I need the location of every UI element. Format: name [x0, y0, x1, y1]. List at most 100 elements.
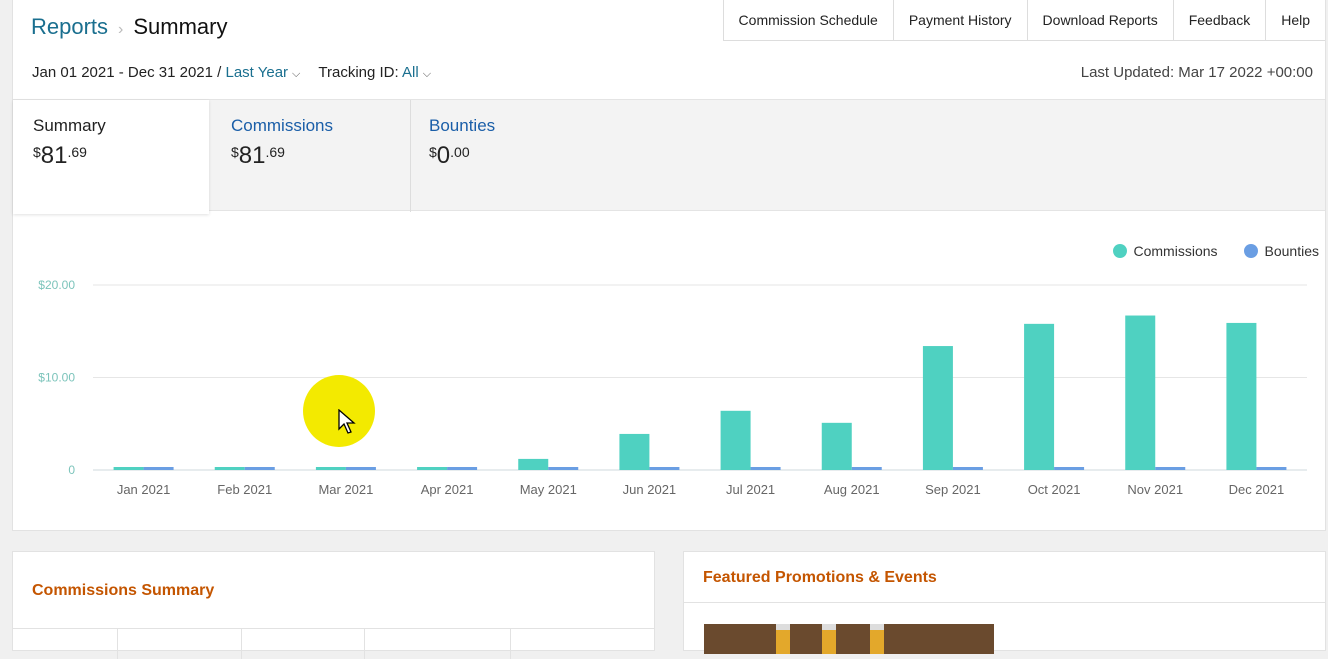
tab-bounties-label: Bounties [429, 116, 496, 135]
tracking-id-dropdown[interactable]: All [402, 64, 419, 81]
amount-cents: .00 [450, 144, 470, 160]
x-tick-label: Mar 2021 [318, 482, 373, 497]
amount-cents: .69 [265, 144, 285, 160]
bar-bounties-9[interactable] [1054, 467, 1085, 470]
bar-bounties-4[interactable] [548, 467, 579, 470]
bar-commissions-3[interactable] [417, 467, 448, 470]
table-col-divider [510, 629, 511, 659]
currency-symbol: $ [33, 144, 41, 160]
page-title: Summary [133, 14, 228, 39]
breadcrumb: Reports › Summary [31, 14, 228, 40]
x-tick-label: Jan 2021 [117, 482, 171, 497]
legend-label-commissions: Commissions [1133, 243, 1218, 259]
legend-item-commissions[interactable]: Commissions [1112, 243, 1218, 259]
chevron-down-icon[interactable]: ⌵ [422, 68, 432, 80]
bar-commissions-8[interactable] [922, 346, 953, 470]
x-tick-label: Nov 2021 [1127, 482, 1183, 497]
bar-commissions-0[interactable] [113, 467, 144, 470]
tab-bounties[interactable]: Bounties $0.00 [409, 100, 609, 212]
tracking-id-filter: Tracking ID: All ⌵ [318, 64, 431, 81]
y-tick-label: $20.00 [38, 278, 75, 292]
x-tick-label: Apr 2021 [421, 482, 474, 497]
filters-bar: Jan 01 2021 - Dec 31 2021 / Last Year ⌵ T… [32, 64, 431, 81]
summary-tabs: Summary $81.69 Commissions $81.69 Bounti… [13, 99, 1325, 214]
bar-commissions-11[interactable] [1226, 322, 1257, 470]
bar-commissions-9[interactable] [1024, 323, 1055, 470]
bar-bounties-8[interactable] [952, 467, 983, 470]
nav-payment-history[interactable]: Payment History [893, 0, 1028, 40]
x-tick-label: Aug 2021 [824, 482, 880, 497]
featured-promotions-heading: Featured Promotions & Events [703, 569, 937, 586]
bar-bounties-7[interactable] [851, 467, 882, 470]
bar-commissions-2[interactable] [315, 467, 346, 470]
legend-label-bounties: Bounties [1264, 243, 1319, 259]
bar-bounties-2[interactable] [345, 467, 376, 470]
x-tick-label: Jul 2021 [726, 482, 775, 497]
tab-divider [410, 100, 411, 212]
date-range-text: Jan 01 2021 - Dec 31 2021 [32, 64, 213, 81]
date-range-slash: / [217, 64, 226, 81]
bar-bounties-11[interactable] [1256, 467, 1287, 470]
commissions-summary-heading: Commissions Summary [32, 582, 215, 599]
amount-cents: .69 [67, 144, 87, 160]
tab-commissions[interactable]: Commissions $81.69 [211, 100, 409, 212]
commissions-summary-card: Commissions Summary [12, 551, 655, 659]
commissions-chart: Commissions Bounties 0 $10.00 $20.00 Jan 20… [13, 213, 1325, 523]
pencil-graphic [776, 624, 790, 654]
pencil-graphic [870, 624, 884, 654]
nav-commission-schedule[interactable]: Commission Schedule [723, 0, 894, 40]
tab-commissions-amount: $81.69 [231, 142, 389, 170]
commissions-summary-table-header [13, 628, 654, 659]
legend-dot-bounties [1243, 244, 1258, 258]
x-tick-label: May 2021 [520, 482, 577, 497]
bar-bounties-10[interactable] [1155, 467, 1186, 470]
amount-whole: 81 [40, 142, 68, 169]
legend-item-bounties[interactable]: Bounties [1243, 243, 1319, 259]
nav-download-reports[interactable]: Download Reports [1027, 0, 1174, 40]
y-tick-label: 0 [68, 463, 75, 477]
period-dropdown[interactable]: Last Year [225, 64, 289, 81]
date-range-filter: Jan 01 2021 - Dec 31 2021 / Last Year ⌵ [32, 64, 300, 81]
tab-summary-amount: $81.69 [33, 142, 189, 170]
pencil-graphic [822, 624, 836, 654]
x-tick-label: Oct 2021 [1028, 482, 1081, 497]
bar-commissions-6[interactable] [720, 410, 751, 470]
bar-commissions-7[interactable] [821, 422, 852, 470]
bar-bounties-6[interactable] [750, 467, 781, 470]
top-nav: Commission Schedule Payment History Down… [722, 0, 1325, 41]
currency-symbol: $ [429, 144, 437, 160]
bar-commissions-10[interactable] [1125, 315, 1156, 470]
featured-promotions-card: Featured Promotions & Events [683, 551, 1326, 654]
legend-dot-commissions [1112, 244, 1127, 258]
bar-bounties-5[interactable] [649, 467, 680, 470]
bar-commissions-4[interactable] [518, 458, 549, 470]
table-col-divider [241, 629, 242, 659]
bar-bounties-1[interactable] [244, 467, 275, 470]
table-col-divider [117, 629, 118, 659]
tracking-id-label: Tracking ID: [318, 64, 399, 81]
x-tick-label: Sep 2021 [925, 482, 981, 497]
bar-bounties-3[interactable] [447, 467, 478, 470]
divider [684, 602, 1325, 603]
nav-help[interactable]: Help [1266, 0, 1325, 40]
x-tick-label: Feb 2021 [217, 482, 272, 497]
amount-whole: 0 [436, 142, 451, 169]
mouse-cursor-icon [338, 409, 356, 434]
chart-plot: 0 $10.00 $20.00 Jan 2021 Feb 2021 Mar 2021 Apr… [38, 278, 1307, 497]
table-col-divider [364, 629, 365, 659]
bar-bounties-0[interactable] [143, 467, 174, 470]
bar-commissions-1[interactable] [214, 467, 245, 470]
chevron-down-icon[interactable]: ⌵ [292, 68, 301, 80]
chart-legend: Commissions Bounties [1112, 243, 1319, 259]
nav-feedback[interactable]: Feedback [1173, 0, 1267, 40]
x-tick-label: Dec 2021 [1229, 482, 1285, 497]
bar-commissions-5[interactable] [619, 433, 650, 470]
tab-summary[interactable]: Summary $81.69 [13, 100, 209, 214]
last-updated-text: Last Updated: Mar 17 2022 +00:00 [1080, 64, 1313, 81]
currency-symbol: $ [231, 144, 239, 160]
y-tick-label: $10.00 [38, 371, 75, 385]
amount-whole: 81 [238, 142, 266, 169]
breadcrumb-separator-icon: › [118, 21, 124, 38]
promo-image[interactable] [704, 624, 994, 654]
breadcrumb-reports-link[interactable]: Reports [31, 14, 109, 39]
